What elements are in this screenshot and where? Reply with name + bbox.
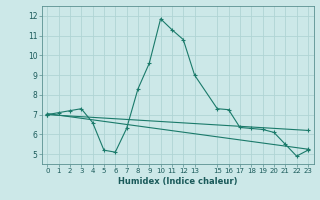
X-axis label: Humidex (Indice chaleur): Humidex (Indice chaleur)	[118, 177, 237, 186]
